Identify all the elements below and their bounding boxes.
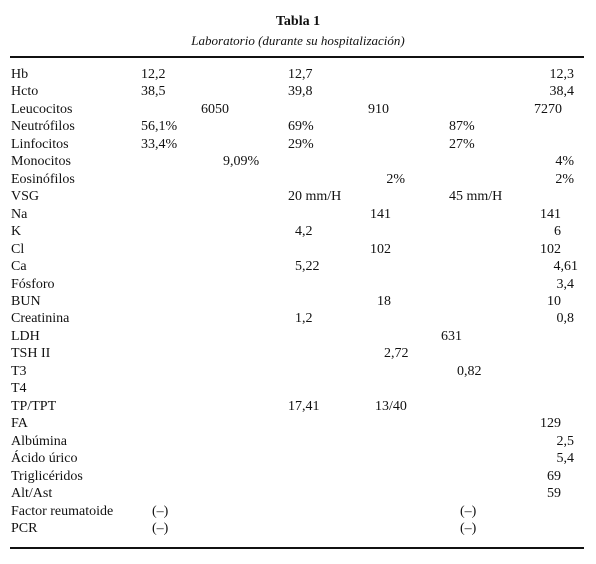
row-label: Ca	[11, 259, 27, 275]
row-label: PCR	[11, 521, 38, 536]
row-label: T3	[11, 363, 27, 379]
cell-value: 39,8	[288, 84, 313, 100]
row-label: Ácido úrico	[11, 451, 78, 467]
row-label: LDH	[11, 328, 40, 344]
row-label: T4	[11, 381, 27, 397]
cell-value: 38,5	[141, 84, 166, 100]
cell-value: 102	[370, 241, 391, 257]
cell-value: 5,22	[295, 259, 320, 275]
cell-value: 69%	[288, 119, 314, 135]
cell-value: 141	[540, 206, 561, 222]
cell-value: 45 mm/H	[449, 189, 503, 205]
cell-value: 18	[377, 294, 391, 309]
row-label: K	[11, 224, 22, 240]
row-label: Albúmina	[11, 433, 67, 449]
cell-value: 7270	[534, 101, 562, 117]
cell-value: (–)	[152, 503, 169, 519]
row-label: Na	[11, 206, 28, 222]
row-label: Creatinina	[11, 311, 70, 327]
cell-value: 12,3	[549, 67, 575, 82]
row-label: Hcto	[11, 84, 39, 100]
cell-value: 5,4	[556, 451, 575, 467]
cell-value: 29%	[288, 136, 314, 152]
cell-value: 4,61	[553, 259, 579, 275]
cell-value: 20 mm/H	[288, 189, 342, 205]
cell-value: 59	[547, 486, 561, 502]
row-label: FA	[11, 416, 28, 432]
cell-value: 4%	[555, 154, 574, 170]
cell-value: 17,41	[288, 398, 320, 414]
cell-value: 12,7	[288, 67, 313, 82]
row-label: TP/TPT	[11, 398, 57, 414]
row-label: Linfocitos	[11, 136, 69, 152]
bottom-rule	[10, 547, 584, 549]
cell-value: 10	[547, 294, 561, 309]
cell-value: 141	[370, 206, 391, 222]
cell-value: 33,4%	[141, 136, 178, 152]
row-label: Leucocitos	[11, 101, 73, 117]
row-label: Cl	[11, 241, 25, 257]
cell-value: 1,2	[295, 311, 313, 327]
cell-value: 12,2	[141, 67, 166, 82]
row-label: BUN	[11, 294, 41, 309]
cell-value: 4,2	[295, 224, 313, 240]
row-label: Neutrófilos	[11, 119, 75, 135]
cell-value: (–)	[460, 503, 477, 519]
cell-value: 0,8	[556, 311, 575, 327]
cell-value: 3,4	[556, 276, 575, 292]
cell-value: 2,5	[556, 433, 575, 449]
cell-value: (–)	[460, 521, 477, 536]
title: Tabla 1	[275, 14, 321, 29]
row-label: Triglicéridos	[11, 468, 83, 484]
row-label: Fósforo	[11, 276, 55, 292]
cell-value: 2%	[386, 171, 405, 187]
cell-value: 2%	[555, 171, 574, 187]
cell-value: 129	[540, 416, 561, 432]
cell-value: 56,1%	[141, 119, 178, 135]
cell-value: 631	[441, 328, 462, 344]
row-label: TSH II	[11, 346, 51, 362]
cell-value: 6	[554, 224, 561, 240]
cell-value: 2,72	[384, 346, 409, 362]
row-label: Monocitos	[11, 154, 71, 170]
row-label: Alt/Ast	[11, 486, 53, 502]
row-label: Factor reumatoide	[11, 503, 114, 519]
subtitle: Laboratorio (durante su hospitalización)	[191, 33, 405, 48]
cell-value: 87%	[449, 119, 475, 135]
cell-value: 69	[547, 468, 561, 484]
top-rule	[10, 56, 584, 58]
cell-value: 102	[540, 241, 561, 257]
cell-value: 38,4	[549, 84, 575, 100]
cell-value: 0,82	[457, 363, 482, 379]
cell-value: 9,09%	[223, 154, 260, 170]
cell-value: 6050	[201, 101, 229, 117]
cell-value: 13/40	[375, 398, 407, 414]
cell-value: (–)	[152, 521, 169, 536]
cell-value: 910	[368, 101, 389, 117]
row-label: Hb	[11, 67, 29, 82]
row-label: VSG	[11, 189, 40, 205]
cell-value: 27%	[449, 136, 475, 152]
row-label: Eosinófilos	[11, 171, 75, 187]
